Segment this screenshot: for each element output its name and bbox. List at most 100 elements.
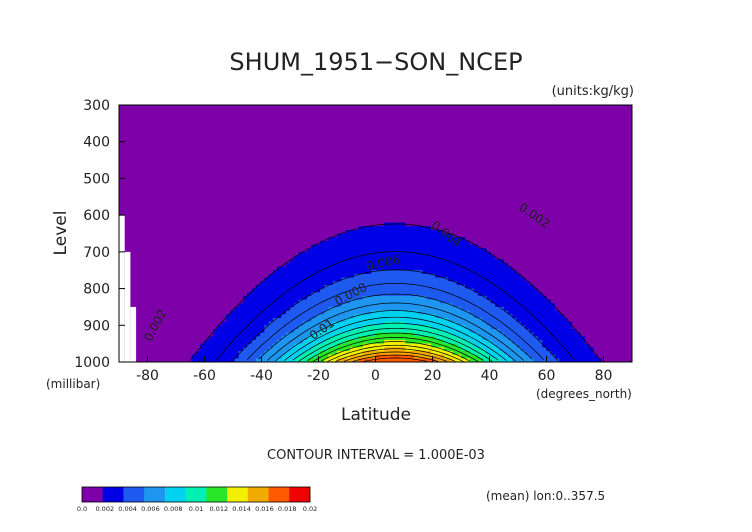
field-cell	[268, 156, 274, 161]
field-cell	[499, 145, 505, 150]
field-cell	[221, 149, 227, 154]
field-cell	[290, 222, 295, 227]
field-cell	[311, 237, 317, 242]
field-cell	[443, 105, 449, 110]
field-cell	[302, 251, 308, 257]
field-cell	[456, 211, 462, 216]
field-cell	[204, 233, 210, 238]
field-cell	[431, 237, 436, 242]
field-cell	[217, 160, 223, 165]
field-cell	[490, 244, 496, 249]
field-cell	[456, 189, 462, 194]
field-cell	[482, 229, 488, 235]
field-cell	[555, 211, 560, 216]
field-cell	[555, 222, 560, 227]
field-cell	[589, 237, 595, 242]
field-cell	[413, 123, 419, 128]
field-cell	[178, 200, 184, 205]
field-cell	[559, 226, 565, 231]
field-cell	[319, 174, 325, 180]
field-cell	[131, 251, 137, 257]
field-cell	[238, 119, 244, 124]
field-cell	[508, 145, 513, 150]
field-cell	[405, 178, 411, 183]
field-cell	[277, 229, 283, 235]
field-cell	[623, 138, 629, 143]
field-cell	[319, 248, 325, 253]
field-cell	[337, 123, 342, 128]
field-cell	[550, 204, 556, 209]
field-cell	[413, 130, 419, 135]
field-cell	[580, 178, 586, 183]
field-cell	[418, 123, 424, 128]
field-cell	[619, 130, 625, 135]
field-cell	[572, 196, 578, 202]
field-cell	[431, 160, 436, 165]
field-cell	[362, 182, 368, 187]
field-cell	[225, 244, 231, 249]
field-cell	[170, 200, 176, 205]
field-cell	[567, 200, 573, 205]
field-cell	[127, 244, 133, 249]
field-cell	[452, 123, 458, 128]
field-cell	[208, 182, 214, 187]
field-cell	[247, 105, 253, 110]
field-cell	[234, 112, 240, 117]
field-cell	[529, 116, 535, 121]
field-cell	[529, 237, 535, 242]
field-cell	[525, 233, 531, 238]
field-cell	[555, 185, 560, 191]
field-cell	[349, 138, 355, 143]
field-cell	[461, 160, 466, 165]
field-cell	[255, 229, 261, 235]
field-cell	[178, 222, 184, 227]
field-cell	[251, 141, 257, 146]
field-cell	[319, 215, 325, 220]
field-cell	[486, 193, 492, 198]
field-cell	[563, 229, 569, 235]
field-cell	[529, 174, 535, 180]
field-cell	[525, 138, 531, 143]
field-cell	[345, 222, 351, 227]
field-cell	[525, 134, 531, 139]
field-cell	[272, 163, 278, 169]
field-cell	[358, 152, 364, 157]
field-cell	[225, 233, 231, 238]
field-cell	[161, 152, 167, 157]
field-cell	[311, 182, 317, 187]
field-cell	[563, 167, 569, 172]
field-cell	[580, 211, 586, 216]
field-cell	[379, 138, 385, 143]
field-cell	[499, 105, 505, 110]
field-cell	[341, 200, 347, 205]
field-cell	[388, 127, 394, 132]
field-cell	[285, 163, 291, 169]
field-cell	[255, 127, 261, 132]
field-cell	[319, 141, 325, 146]
field-cell	[161, 244, 167, 249]
field-cell	[302, 255, 308, 260]
field-cell	[388, 156, 394, 161]
field-cell	[610, 226, 616, 231]
field-cell	[298, 211, 304, 216]
field-cell	[452, 174, 458, 180]
field-cell	[610, 196, 616, 202]
field-cell	[178, 123, 184, 128]
field-cell	[290, 149, 295, 154]
field-cell	[123, 171, 129, 176]
field-cell	[225, 185, 231, 191]
field-cell	[413, 244, 419, 249]
field-cell	[123, 141, 129, 146]
field-cell	[144, 138, 150, 143]
field-cell	[157, 152, 163, 157]
field-cell	[448, 218, 454, 224]
field-cell	[490, 134, 496, 139]
field-cell	[358, 207, 364, 213]
field-cell	[123, 229, 129, 235]
field-cell	[349, 185, 355, 191]
field-cell	[366, 204, 372, 209]
field-cell	[529, 127, 535, 132]
field-cell	[217, 204, 223, 209]
field-cell	[166, 116, 171, 121]
field-cell	[439, 189, 445, 194]
